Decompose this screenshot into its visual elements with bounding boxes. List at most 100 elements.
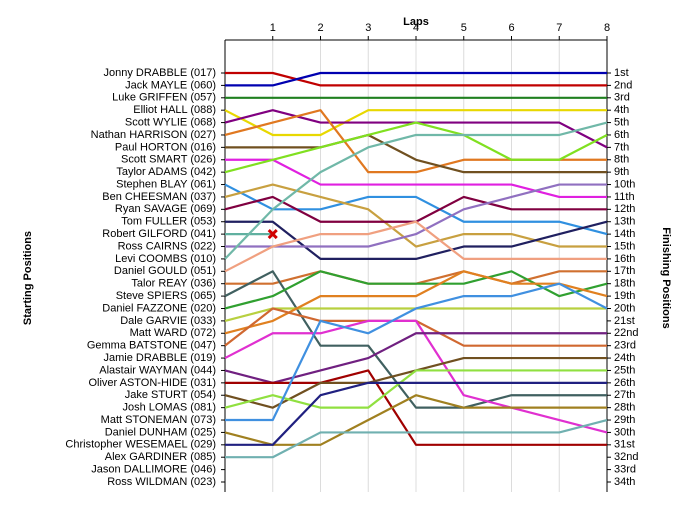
driver-line <box>225 418 608 459</box>
driver-label: Dale GARVIE (033) <box>120 315 216 327</box>
driver-label: Matt WARD (072) <box>130 327 216 339</box>
finishing-label: 13th <box>614 216 635 228</box>
driver-line <box>225 282 608 422</box>
finishing-label: 24th <box>614 352 635 364</box>
driver-label: Steve SPIERS (065) <box>116 290 216 302</box>
driver-label: Alastair WAYMAN (044) <box>99 364 216 376</box>
driver-line <box>224 109 607 137</box>
x-tick-label: 8 <box>604 22 610 34</box>
driver-label: Ross WILDMAN (023) <box>107 476 216 488</box>
driver-label: Christopher WESEMAEL (029) <box>65 439 216 451</box>
driver-label: Elliot HALL (088) <box>133 104 216 116</box>
driver-label: Jack MAYLE (060) <box>125 79 216 91</box>
x-tick-label: 2 <box>317 22 323 34</box>
finishing-label: 15th <box>614 240 635 252</box>
finishing-label: 3rd <box>614 92 630 104</box>
driver-line <box>225 71 607 87</box>
finishing-label: 14th <box>614 228 635 240</box>
driver-line <box>224 332 607 384</box>
finishing-label: 7th <box>614 141 629 153</box>
finishing-label: 26th <box>614 377 635 389</box>
driver-line <box>224 220 607 273</box>
driver-label: Nathan HARRISON (027) <box>91 129 216 141</box>
finishing-label: 6th <box>614 129 629 141</box>
finishing-label: 30th <box>614 426 635 438</box>
finishing-label: 33rd <box>614 464 636 476</box>
finishing-label: 28th <box>614 402 635 414</box>
driver-label: Luke GRIFFEN (057) <box>112 92 216 104</box>
driver-label: Scott SMART (026) <box>121 154 216 166</box>
finishing-label: 5th <box>614 116 629 128</box>
driver-label: Matt STONEMAN (073) <box>101 414 216 426</box>
finishing-label: 32nd <box>614 451 638 463</box>
x-tick-label: 5 <box>461 22 467 34</box>
x-tick-label: 6 <box>508 22 514 34</box>
driver-label: Scott WYLIE (068) <box>125 116 216 128</box>
driver-label: Stephen BLAY (061) <box>116 178 216 190</box>
driver-label: Levi COOMBS (010) <box>115 253 216 265</box>
driver-label: Oliver ASTON-HIDE (031) <box>88 377 216 389</box>
finishing-label: 4th <box>614 104 629 116</box>
finishing-label: 2nd <box>614 79 632 91</box>
finishing-label: 18th <box>614 278 635 290</box>
driver-label: Daniel GOULD (051) <box>114 265 216 277</box>
driver-line <box>224 183 608 236</box>
finishing-label: 1st <box>614 67 629 79</box>
driver-line <box>224 394 607 446</box>
finishing-label: 34th <box>614 476 635 488</box>
driver-line <box>225 133 607 174</box>
driver-label: Jamie DRABBLE (019) <box>104 352 217 364</box>
driver-line <box>225 183 607 248</box>
finishing-label: 9th <box>614 166 629 178</box>
driver-line <box>224 319 608 434</box>
driver-line <box>224 121 608 260</box>
finishing-label: 10th <box>614 178 635 190</box>
driver-line <box>225 220 608 261</box>
finishing-label: 20th <box>614 302 635 314</box>
x-tick-label: 4 <box>413 22 419 34</box>
finishing-label: 8th <box>614 154 629 166</box>
driver-label: Daniel FAZZONE (020) <box>102 302 216 314</box>
driver-label: Paul HORTON (016) <box>115 141 216 153</box>
finishing-label: 22nd <box>614 327 638 339</box>
driver-line <box>225 158 607 199</box>
driver-label: Jake STURT (054) <box>125 389 216 401</box>
driver-label: Alex GARDINER (085) <box>105 451 216 463</box>
driver-label: Ryan SAVAGE (069) <box>115 203 216 215</box>
driver-label: Daniel DUNHAM (025) <box>105 426 216 438</box>
driver-label: Gemma BATSTONE (047) <box>87 340 216 352</box>
driver-line <box>224 270 607 409</box>
y-axis-label-left: Starting Positions <box>22 231 34 325</box>
finishing-label: 27th <box>614 389 635 401</box>
driver-line <box>224 183 607 248</box>
x-tick-label: 3 <box>365 22 371 34</box>
finishing-label: 21st <box>614 315 635 327</box>
driver-label: Robert GILFORD (041) <box>102 228 216 240</box>
finishing-label: 17th <box>614 265 635 277</box>
finishing-label: 25th <box>614 364 635 376</box>
driver-label: Josh LOMAS (081) <box>122 402 216 414</box>
driver-line <box>224 369 607 409</box>
driver-label: Tom FULLER (053) <box>121 216 216 228</box>
x-tick-label: 1 <box>270 22 276 34</box>
driver-line <box>225 381 607 446</box>
x-tick-label: 7 <box>556 22 562 34</box>
driver-label: Taylor ADAMS (042) <box>116 166 216 178</box>
finishing-label: 31st <box>614 439 635 451</box>
y-axis-label-right: Finishing Positions <box>660 227 672 328</box>
driver-line <box>224 121 608 174</box>
finishing-label: 29th <box>614 414 635 426</box>
driver-label: Jason DALLIMORE (046) <box>91 464 216 476</box>
driver-line <box>225 71 607 87</box>
finishing-label: 12th <box>614 203 635 215</box>
finishing-label: 19th <box>614 290 635 302</box>
finishing-label: 16th <box>614 253 635 265</box>
driver-label: Jonny DRABBLE (017) <box>104 67 217 79</box>
finishing-label: 11th <box>614 191 635 203</box>
driver-label: Ross CAIRNS (022) <box>118 240 216 252</box>
driver-label: Talor REAY (036) <box>131 278 216 290</box>
driver-label: Ben CHEESMAN (037) <box>102 191 216 203</box>
driver-line <box>225 369 607 446</box>
finishing-label: 23rd <box>614 340 636 352</box>
